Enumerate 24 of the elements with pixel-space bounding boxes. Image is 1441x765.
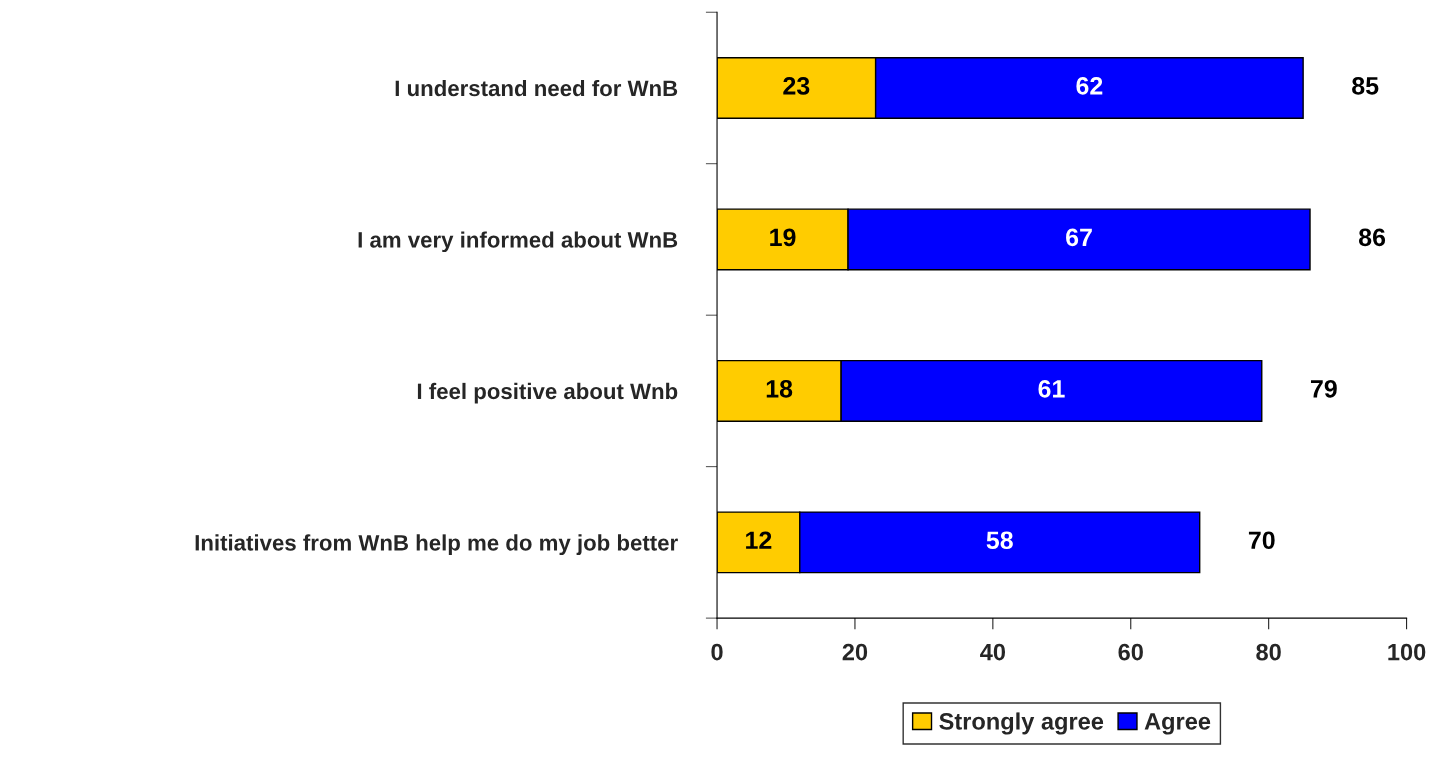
data-label: 19 <box>770 228 796 247</box>
data-label: 18 <box>766 379 793 398</box>
x-tick-label: 40 <box>980 643 1006 661</box>
total-label: 79 <box>1310 379 1337 398</box>
total-label: 70 <box>1248 531 1275 550</box>
x-tick-label: 0 <box>711 643 723 661</box>
data-label: 61 <box>1038 379 1065 398</box>
x-tick-label: 100 <box>1388 643 1426 661</box>
y-tick-label: I feel positive about Wnb <box>417 382 678 404</box>
y-tick-label: I am very informed about WnB <box>358 231 678 253</box>
x-tick-label: 80 <box>1256 643 1281 661</box>
data-label: 23 <box>783 76 810 95</box>
y-tick-label: I understand need for WnB <box>395 79 678 97</box>
data-label: 58 <box>986 531 1013 550</box>
total-label: 86 <box>1358 228 1386 247</box>
legend-label: Strongly agree <box>939 712 1104 735</box>
total-label: 85 <box>1352 76 1379 95</box>
data-label: 62 <box>1076 76 1103 95</box>
data-label: 67 <box>1066 228 1092 247</box>
x-tick-label: 20 <box>842 643 868 661</box>
data-label: 12 <box>746 531 772 549</box>
x-tick-label: 60 <box>1118 643 1143 661</box>
legend-label: Agree <box>1144 713 1211 735</box>
y-tick-label: Initiatives from WnB help me do my job better <box>195 534 678 556</box>
